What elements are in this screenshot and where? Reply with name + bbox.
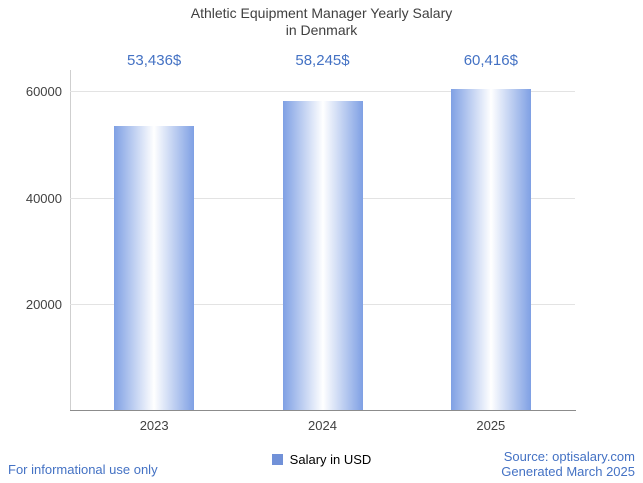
- chart-title: Athletic Equipment Manager Yearly Salary…: [0, 5, 643, 39]
- bar-2024[interactable]: [282, 100, 363, 410]
- bar-2023[interactable]: [114, 126, 195, 410]
- x-axis-label: 2025: [476, 418, 506, 433]
- footer-source: Source: optisalary.com: [503, 449, 635, 464]
- bar-2025[interactable]: [450, 89, 531, 410]
- legend-marker-icon: [271, 454, 283, 465]
- bar-value-label: 53,436$: [127, 52, 182, 69]
- bar-value-label: 58,245$: [295, 52, 350, 69]
- y-axis-tick-label: 40000: [25, 190, 62, 206]
- y-axis-tick-label: 60000: [25, 84, 62, 100]
- bar-value-label: 60,416$: [463, 52, 518, 69]
- plot-area: [70, 70, 575, 410]
- gridline: [70, 91, 575, 93]
- x-axis-label: 2024: [308, 418, 337, 433]
- chart-title-line2: in Denmark: [285, 22, 358, 38]
- footer-generated: Generated March 2025: [501, 464, 635, 479]
- chart-title-line1: Athletic Equipment Manager Yearly Salary: [190, 5, 453, 21]
- legend: Salary in USD: [0, 452, 643, 467]
- footer-source-block: Source: optisalary.com Generated March 2…: [501, 449, 635, 479]
- x-axis-label: 2023: [139, 418, 169, 433]
- y-axis-line: [70, 70, 71, 410]
- x-axis-line: [70, 410, 576, 411]
- y-axis-tick-label: 20000: [25, 296, 62, 312]
- footer-disclaimer: For informational use only: [8, 462, 158, 477]
- legend-label: Salary in USD: [289, 452, 372, 467]
